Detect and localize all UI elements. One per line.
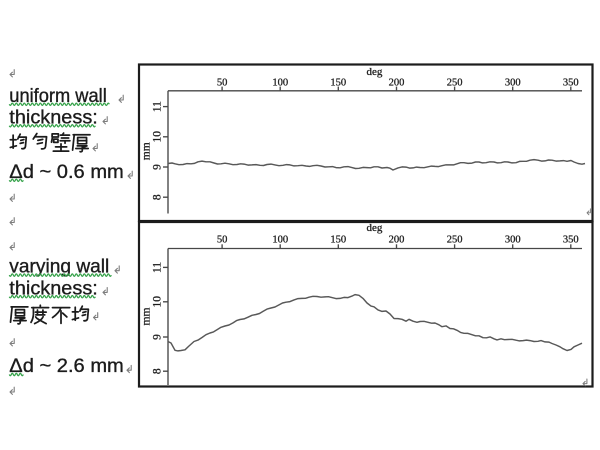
svg-text:mm: mm — [141, 308, 153, 326]
svg-text:uniform wall: uniform wall — [9, 85, 107, 107]
svg-text:200: 200 — [389, 234, 405, 245]
svg-text:mm: mm — [141, 142, 153, 160]
svg-text:10: 10 — [151, 131, 163, 143]
svg-text:deg: deg — [367, 222, 383, 234]
svg-text:350: 350 — [563, 234, 579, 245]
svg-text:350: 350 — [563, 77, 579, 88]
svg-text:8: 8 — [151, 368, 163, 374]
svg-text:8: 8 — [151, 194, 163, 200]
svg-text:200: 200 — [389, 77, 405, 88]
svg-text:100: 100 — [272, 77, 288, 88]
svg-text:thickness:: thickness: — [9, 107, 98, 129]
svg-text:250: 250 — [447, 234, 463, 245]
svg-text:9: 9 — [151, 164, 163, 170]
svg-text:300: 300 — [505, 77, 521, 88]
svg-text:varying wall: varying wall — [9, 256, 109, 278]
svg-text:300: 300 — [505, 234, 521, 245]
svg-text:100: 100 — [272, 234, 288, 245]
svg-text:50: 50 — [217, 234, 228, 245]
svg-text:Δd ~ 0.6 mm: Δd ~ 0.6 mm — [9, 161, 124, 183]
svg-text:10: 10 — [151, 296, 163, 308]
svg-text:deg: deg — [367, 66, 383, 78]
svg-text:11: 11 — [151, 101, 163, 112]
svg-text:250: 250 — [447, 77, 463, 88]
svg-text:9: 9 — [151, 334, 163, 340]
svg-text:thickness:: thickness: — [9, 277, 98, 299]
svg-text:11: 11 — [151, 262, 163, 273]
svg-text:150: 150 — [330, 234, 346, 245]
svg-text:150: 150 — [330, 77, 346, 88]
svg-text:50: 50 — [217, 77, 228, 88]
svg-text:Δd ~ 2.6 mm: Δd ~ 2.6 mm — [9, 355, 124, 377]
